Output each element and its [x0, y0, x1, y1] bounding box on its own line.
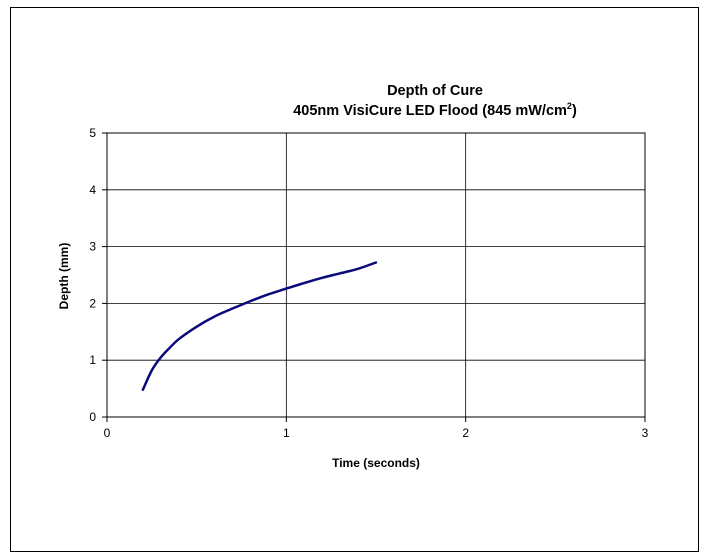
y-tick-labels: 0 1 2 3 4 5 [89, 126, 96, 424]
chart-subtitle-suffix: ) [571, 102, 577, 119]
y-tick-label: 0 [89, 410, 96, 424]
y-tick-label: 4 [89, 183, 96, 197]
x-tick-labels: 0 1 2 3 [104, 426, 649, 440]
chart-subtitle: 405nm VisiCure LED Flood (845 mW/cm2) [200, 101, 670, 119]
y-tick-label: 1 [89, 353, 96, 367]
plot-area-border [106, 132, 646, 418]
x-axis-label: Time (seconds) [332, 456, 420, 470]
chart-subtitle-text: 405nm VisiCure LED Flood (845 mW/cm [293, 102, 567, 119]
x-tick-label: 0 [104, 426, 111, 440]
y-tick-label: 5 [89, 126, 96, 140]
y-axis-label: Depth (mm) [57, 243, 71, 310]
y-tick-label: 3 [89, 240, 96, 254]
series-lines [141, 261, 378, 391]
chart-subtitle-superscript: 2 [566, 101, 572, 111]
y-tick-label: 2 [89, 296, 96, 310]
axes [102, 132, 646, 422]
x-tick-label: 3 [642, 426, 649, 440]
x-tick-label: 2 [462, 426, 469, 440]
chart-title: Depth of Cure [387, 83, 483, 99]
x-tick-label: 1 [283, 426, 290, 440]
grid-lines [107, 132, 646, 417]
series-line-depth [141, 261, 378, 391]
